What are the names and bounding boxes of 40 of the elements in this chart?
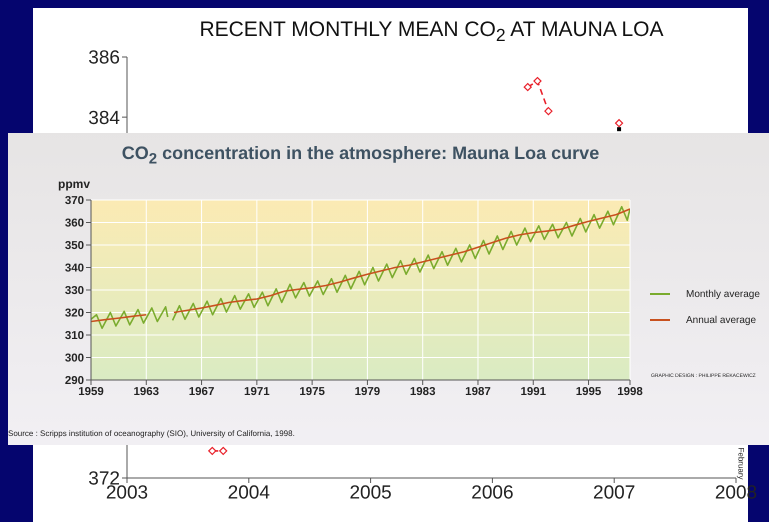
x-tick-label: 1979: [354, 386, 380, 398]
x-tick-label: 1975: [299, 386, 326, 398]
y-tick-label: 370: [64, 195, 84, 208]
y-tick-label: 290: [64, 375, 84, 388]
x-tick-label: 1991: [520, 386, 547, 398]
y-tick-label: 330: [64, 285, 84, 298]
x-tick-label: 1998: [617, 386, 644, 398]
x-tick-label: 1987: [465, 386, 491, 398]
y-tick-label: 350: [64, 240, 84, 252]
y-tick-label: 310: [64, 330, 84, 342]
y-tick-label: 360: [64, 218, 84, 230]
y-tick-label: 384: [88, 108, 120, 129]
chart-title: CO$_{2}$ concentration in the atmosphere: Mauna Loa curve: [120, 143, 600, 168]
x-tick-label: 1983: [410, 386, 436, 398]
x-tick-label: 1995: [576, 386, 602, 398]
point: [524, 82, 532, 92]
y-tick-label: 386: [88, 48, 120, 69]
chart-title: RECENT MONTHLY MEAN CO$_{2}$ AT MAUNA LOA: [198, 18, 665, 46]
point: [533, 76, 542, 86]
y-tick-label: 320: [64, 308, 84, 320]
x-tick-label: 1959: [78, 386, 104, 398]
y-tick-label: 340: [64, 262, 84, 275]
x-tick-label: 1963: [133, 386, 160, 398]
point: [544, 107, 553, 116]
x-tick-label: 2005: [349, 482, 392, 504]
x-tick-label: 1971: [244, 386, 270, 398]
legend-label: Annual average: [686, 314, 756, 326]
annotation: Source : Scripps institution of oceanography (SIO), University of California, 1998.: [8, 429, 295, 438]
point: [208, 446, 216, 456]
x-tick-label: 2006: [471, 482, 514, 504]
legend-label: Monthly average: [686, 288, 760, 300]
point: [219, 446, 228, 456]
x-tick-label: 2007: [593, 482, 636, 504]
point: [617, 127, 622, 132]
x-tick-label: 2004: [228, 482, 270, 504]
y-tick-label: 300: [64, 352, 84, 365]
point: [614, 119, 624, 128]
x-tick-label: 1967: [188, 386, 214, 398]
y-axis-title: ppmv: [58, 177, 90, 191]
text: February: [736, 446, 746, 480]
